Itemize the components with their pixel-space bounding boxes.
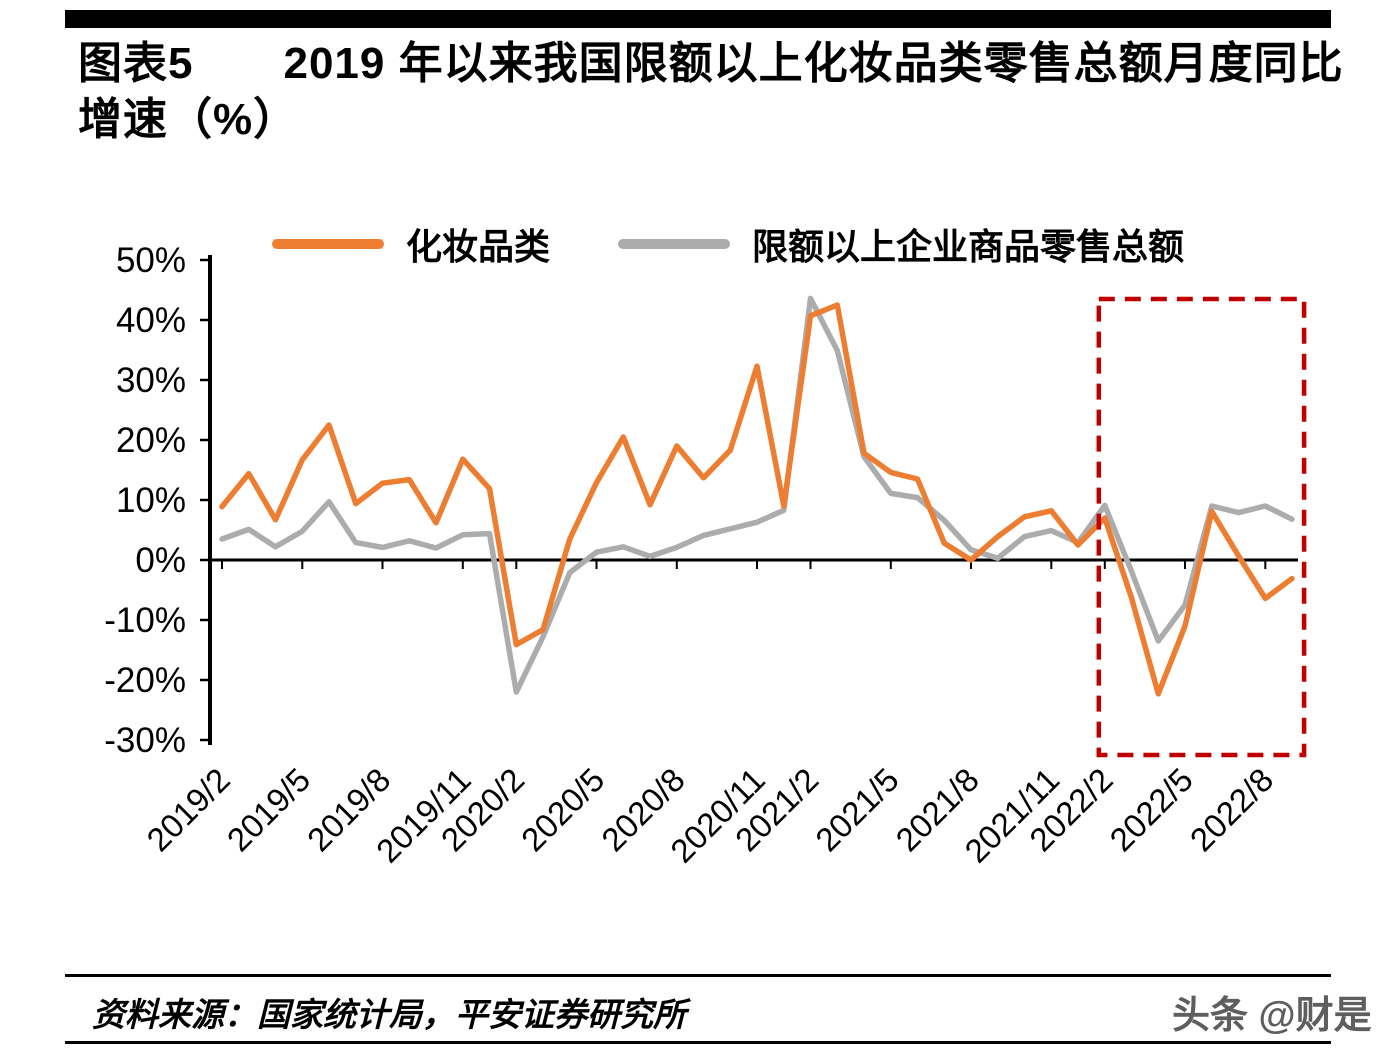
legend-item-retail-total: 限额以上企业商品零售总额 <box>618 218 1184 270</box>
y-tick-label: 10% <box>116 481 186 520</box>
legend-swatch-retail-total-icon <box>618 239 731 249</box>
source-note: 资料来源：国家统计局，平安证券研究所 <box>92 996 686 1033</box>
legend-item-cosmetics: 化妆品类 <box>272 218 550 270</box>
y-tick-label: 0% <box>135 541 186 580</box>
y-tick-label: -10% <box>104 601 186 640</box>
highlight-box <box>1096 296 1307 758</box>
line-chart-canvas: 50% 40% 30% 20% 10% 0% -10% -20% -30%2019/22019/… <box>104 241 1307 870</box>
y-tick-label: -20% <box>104 661 186 700</box>
y-tick-label: 50% <box>116 241 186 280</box>
y-tick-label: 40% <box>116 301 186 340</box>
x-tick-label: 2022/8 <box>1183 761 1281 859</box>
watermark: 头条 @财是 <box>1172 995 1372 1037</box>
x-tick-label: 2022/5 <box>1102 761 1200 859</box>
y-tick-label: 20% <box>116 421 186 460</box>
legend-swatch-cosmetics-icon <box>272 239 384 249</box>
chart-legend: 化妆品类 限额以上企业商品零售总额 <box>210 220 1296 268</box>
series-line-cosmetics <box>219 302 1295 697</box>
x-tick-label: 2019/2 <box>139 761 237 859</box>
y-tick-label: 30% <box>116 361 186 400</box>
bottom-rule <box>65 1041 1331 1044</box>
top-rule <box>65 10 1331 28</box>
x-tick-label: 2019/5 <box>220 761 318 859</box>
figure-title: 图表5 2019 年以来我国限额以上化妆品类零售总额月度同比增速（%） <box>78 39 1344 145</box>
y-tick-label: -30% <box>104 721 186 760</box>
legend-label-retail-total: 限额以上企业商品零售总额 <box>752 226 1185 267</box>
x-tick-label: 2021/5 <box>808 761 906 859</box>
legend-label-cosmetics: 化妆品类 <box>406 226 551 267</box>
series-line-retail-total <box>219 295 1295 695</box>
x-tick-label: 2020/5 <box>514 761 612 859</box>
footer-rule <box>65 974 1331 977</box>
